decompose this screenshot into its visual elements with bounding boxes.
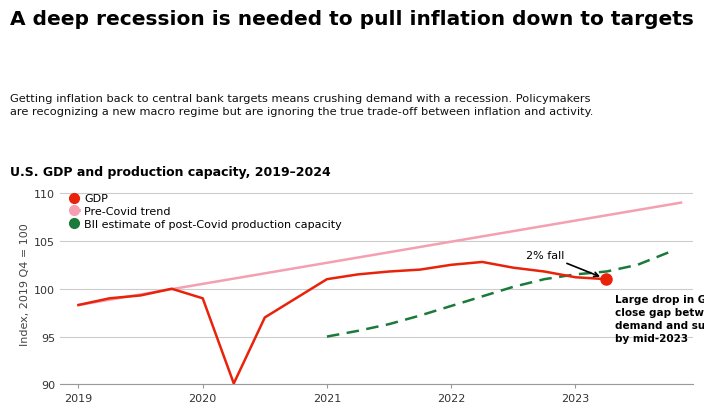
Text: A deep recession is needed to pull inflation down to targets: A deep recession is needed to pull infla… bbox=[10, 10, 693, 29]
Text: U.S. GDP and production capacity, 2019–2024: U.S. GDP and production capacity, 2019–2… bbox=[10, 166, 331, 179]
Text: 2% fall: 2% fall bbox=[526, 250, 598, 277]
Text: Getting inflation back to central bank targets means crushing demand with a rece: Getting inflation back to central bank t… bbox=[10, 94, 593, 117]
Y-axis label: Index, 2019 Q4 = 100: Index, 2019 Q4 = 100 bbox=[20, 223, 30, 346]
Text: Large drop in GDP to
close gap between
demand and supply
by mid-2023: Large drop in GDP to close gap between d… bbox=[615, 294, 704, 343]
Legend: GDP, Pre-Covid trend, BII estimate of post-Covid production capacity: GDP, Pre-Covid trend, BII estimate of po… bbox=[65, 190, 346, 234]
